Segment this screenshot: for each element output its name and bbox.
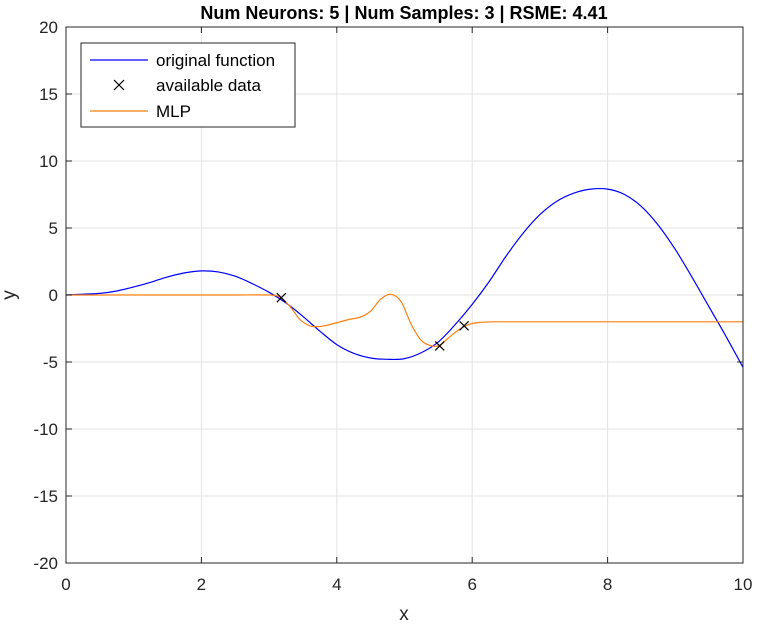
y-tick-label: -5 (43, 353, 58, 372)
x-tick-label: 10 (734, 575, 753, 594)
series-line-mlp (66, 293, 743, 348)
legend-label-original-function: original function (156, 51, 275, 70)
x-axis-ticks: 0 2 4 6 8 10 (61, 27, 752, 594)
legend-label-available-data: available data (156, 76, 261, 95)
y-tick-label: 0 (49, 286, 58, 305)
data-point-marker (459, 320, 470, 331)
y-tick-label: -15 (33, 487, 58, 506)
legend-label-mlp: MLP (156, 102, 191, 121)
x-tick-label: 2 (197, 575, 206, 594)
y-tick-label: -10 (33, 420, 58, 439)
legend-swatch-available-data (113, 79, 125, 91)
y-tick-label: 15 (39, 85, 58, 104)
x-axis-label: x (399, 604, 409, 625)
y-axis-ticks: -20 -15 -10 -5 0 5 10 15 20 (33, 18, 743, 573)
y-tick-label: 20 (39, 18, 58, 37)
x-tick-label: 6 (467, 575, 476, 594)
chart-title: Num Neurons: 5 | Num Samples: 3 | RSME: … (200, 3, 607, 23)
legend: original function available data MLP (80, 42, 296, 128)
x-tick-label: 8 (603, 575, 612, 594)
legend-box (80, 42, 296, 128)
y-axis-label: y (0, 290, 20, 300)
series-line-original-function (65, 187, 744, 368)
x-tick-label: 4 (332, 575, 341, 594)
x-tick-label: 0 (61, 575, 70, 594)
data-point-marker (276, 292, 287, 303)
data-point-marker (434, 340, 445, 351)
plot-lines (65, 187, 744, 368)
y-tick-label: -20 (33, 554, 58, 573)
data-markers (276, 292, 470, 351)
y-tick-label: 10 (39, 152, 58, 171)
y-tick-label: 5 (49, 219, 58, 238)
